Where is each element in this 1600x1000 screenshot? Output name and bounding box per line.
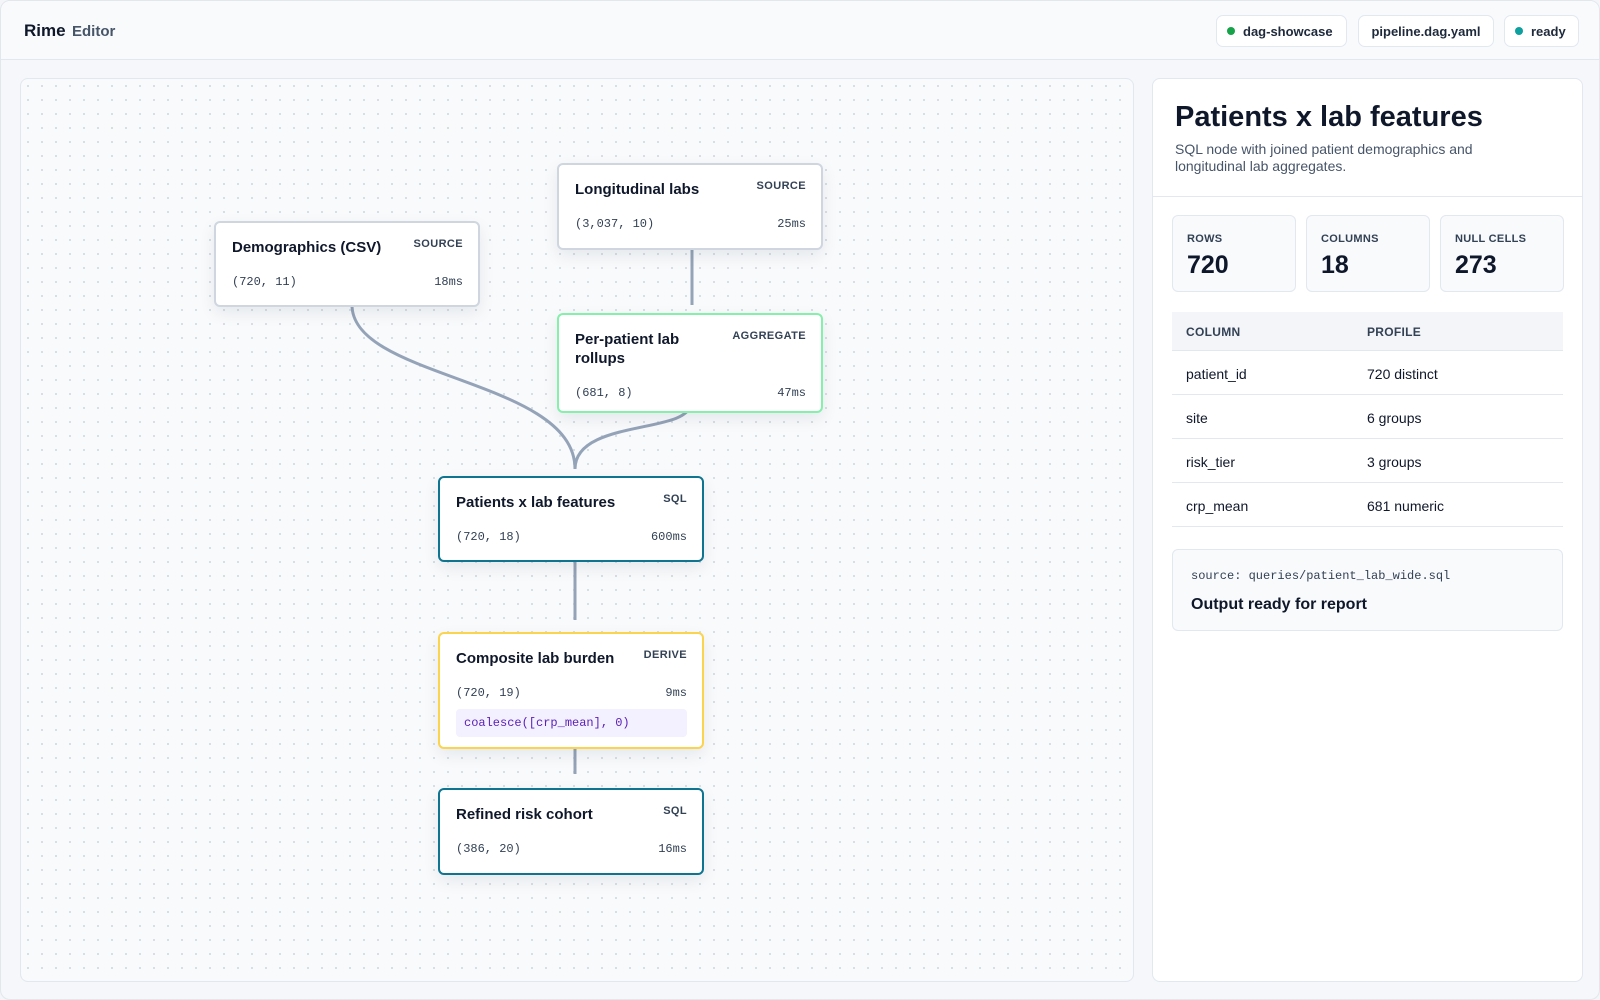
column-name: crp_mean (1186, 498, 1249, 514)
node-runtime: 47ms (777, 386, 806, 400)
table-row[interactable]: site 6 groups (1172, 395, 1563, 439)
node-runtime: 9ms (665, 686, 687, 700)
edge-demographics-features (350, 304, 577, 470)
stat-label: NULL CELLS (1455, 233, 1527, 245)
status-pill[interactable]: ready (1504, 15, 1579, 47)
node-runtime: 18ms (434, 275, 463, 289)
node-title: Per-patient lab rollups (575, 331, 680, 367)
node-title: Demographics (CSV) (232, 239, 382, 256)
inspector-panel: Patients x lab features SQL node with jo… (1152, 78, 1583, 982)
node-runtime: 25ms (777, 217, 806, 231)
inspector-header: Patients x lab features SQL node with jo… (1153, 79, 1582, 197)
node-shape: (681, 8) (575, 386, 633, 400)
source-path: source: queries/patient_lab_wide.sql (1191, 569, 1451, 583)
table-row[interactable]: patient_id 720 distinct (1172, 351, 1563, 395)
stat-value: 273 (1455, 251, 1497, 279)
node-runtime: 600ms (650, 530, 687, 544)
node-patients-lab-features[interactable]: Patients x lab features SQL (720, 18) 60… (438, 476, 704, 562)
stat-card-rows: ROWS 720 (1172, 215, 1296, 292)
node-shape: (386, 20) (456, 842, 521, 856)
stat-card-null-cells: NULL CELLS 273 (1440, 215, 1564, 292)
node-shape: (720, 11) (232, 275, 297, 289)
column-header-profile: PROFILE (1367, 325, 1422, 339)
output-status: Output ready for report (1191, 596, 1368, 613)
view-name: Editor (72, 23, 116, 40)
graph-canvas[interactable]: Demographics (CSV) SOURCE (720, 11) 18ms… (20, 78, 1134, 982)
node-kind-badge: DERIVE (643, 649, 687, 661)
node-expression: coalesce([crp_mean], 0) (456, 709, 687, 737)
stat-label: ROWS (1187, 233, 1223, 245)
node-title: Patients x lab features (456, 494, 616, 511)
edge-rollups-features (573, 403, 692, 470)
top-bar: Rime Editor dag-showcase pipeline.dag.ya… (1, 1, 1599, 60)
column-name: risk_tier (1186, 454, 1236, 470)
table-row[interactable]: risk_tier 3 groups (1172, 439, 1563, 483)
file-pill[interactable]: pipeline.dag.yaml (1358, 15, 1494, 47)
project-pill[interactable]: dag-showcase (1216, 15, 1347, 47)
column-name: patient_id (1186, 366, 1247, 382)
node-kind-badge: SQL (663, 493, 687, 505)
node-composite-lab-burden[interactable]: Composite lab burden DERIVE (720, 19) 9m… (438, 632, 704, 749)
node-shape: (720, 18) (456, 530, 521, 544)
column-profile: 681 numeric (1367, 498, 1445, 514)
status-label: ready (1531, 23, 1566, 39)
column-profile-table: COLUMN PROFILE patient_id 720 distinct s… (1172, 312, 1563, 527)
node-title: Composite lab burden (456, 650, 615, 667)
node-title: Refined risk cohort (456, 806, 593, 823)
inspector-title: Patients x lab features (1175, 101, 1483, 133)
ready-status-dot-icon (1515, 27, 1523, 35)
app-name: Rime (24, 21, 66, 40)
node-kind-badge: SOURCE (756, 180, 806, 192)
column-profile: 720 distinct (1367, 366, 1438, 382)
column-profile: 3 groups (1367, 454, 1422, 470)
column-header-column: COLUMN (1186, 325, 1241, 339)
inspector-description: SQL node with joined patient demographic… (1175, 141, 1473, 174)
project-label: dag-showcase (1243, 23, 1333, 39)
node-per-patient-rollups[interactable]: Per-patient lab rollups AGGREGATE (681, … (557, 313, 823, 413)
stat-value: 720 (1187, 251, 1229, 279)
node-shape: (720, 19) (456, 686, 521, 700)
node-kind-badge: AGGREGATE (732, 330, 806, 342)
node-longitudinal-labs[interactable]: Longitudinal labs SOURCE (3,037, 10) 25m… (557, 163, 823, 250)
table-header: COLUMN PROFILE (1172, 312, 1563, 351)
node-title: Longitudinal labs (575, 181, 700, 198)
table-row[interactable]: crp_mean 681 numeric (1172, 483, 1563, 527)
source-info-box: source: queries/patient_lab_wide.sql Out… (1172, 549, 1563, 631)
node-refined-risk-cohort[interactable]: Refined risk cohort SQL (386, 20) 16ms (438, 788, 704, 875)
column-profile: 6 groups (1367, 410, 1422, 426)
stat-label: COLUMNS (1321, 233, 1379, 245)
project-status-dot-icon (1227, 27, 1235, 35)
stat-card-columns: COLUMNS 18 (1306, 215, 1430, 292)
node-kind-badge: SQL (663, 805, 687, 817)
node-kind-badge: SOURCE (413, 238, 463, 250)
column-name: site (1186, 410, 1208, 426)
node-shape: (3,037, 10) (575, 217, 655, 231)
stat-value: 18 (1321, 251, 1349, 279)
node-runtime: 16ms (658, 842, 687, 856)
node-demographics[interactable]: Demographics (CSV) SOURCE (720, 11) 18ms (214, 221, 480, 307)
file-label: pipeline.dag.yaml (1371, 23, 1481, 39)
